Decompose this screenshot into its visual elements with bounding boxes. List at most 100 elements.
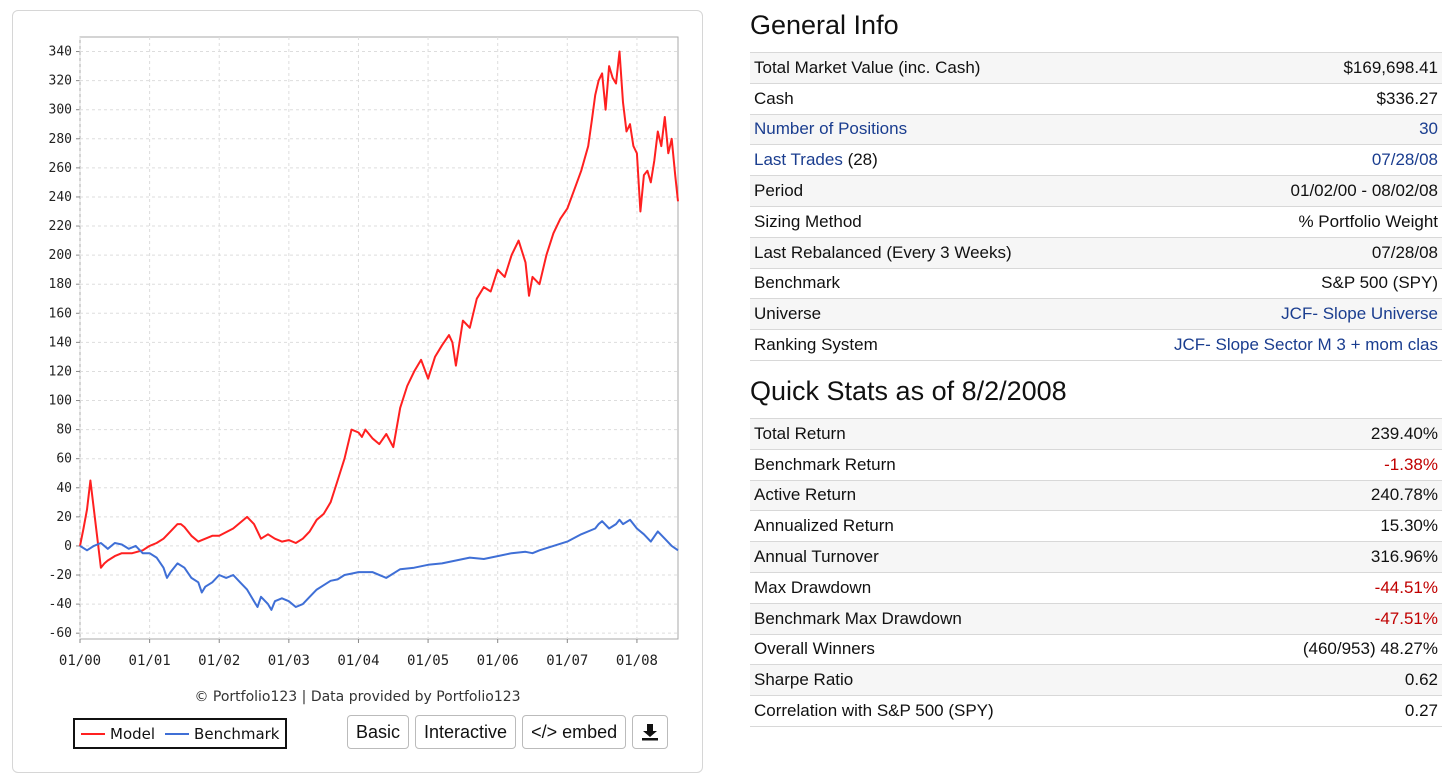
x-tick-label: 01/02 — [198, 653, 240, 669]
y-tick-label: 220 — [49, 219, 72, 234]
row-value: 240.78% — [1188, 480, 1442, 512]
row-value: S&P 500 (SPY) — [1091, 268, 1442, 300]
legend-swatch-model — [81, 732, 105, 735]
info-panel: General Info Total Market Value (inc. Ca… — [750, 8, 1442, 727]
row-label: Cash — [750, 83, 1092, 115]
x-tick-label: 01/04 — [337, 653, 379, 669]
row-label: Ranking System — [750, 329, 1092, 361]
row-value: -47.51% — [1188, 603, 1442, 635]
row-label: Period — [750, 175, 1092, 207]
y-tick-label: 320 — [49, 74, 72, 89]
table-row: Sharpe Ratio 0.62 — [750, 664, 1442, 697]
quick-stats-title: Quick Stats as of 8/2/2008 — [750, 375, 1067, 406]
series-line-model — [79, 50, 679, 569]
row-value: 239.40% — [1188, 418, 1442, 450]
x-tick-label: 01/05 — [407, 653, 449, 669]
legend-item-benchmark: Benchmark — [165, 725, 279, 743]
y-tick-label: 140 — [49, 335, 72, 350]
table-row: Sizing Method % Portfolio Weight — [750, 206, 1442, 238]
chart-button-row: Basic Interactive </> embed — [347, 715, 669, 749]
row-label: Annual Turnover — [750, 541, 1189, 573]
y-tick-label: 200 — [49, 248, 72, 263]
row-value: $169,698.41 — [1091, 52, 1442, 84]
performance-chart: 3403203002802602402202001801601401201008… — [49, 36, 679, 669]
row-value: $336.27 — [1091, 83, 1442, 115]
table-row: Cash $336.27 — [750, 83, 1442, 115]
x-tick-label: 01/08 — [616, 653, 658, 669]
chart-panel: 340 320 300 280 260 240 220 200 180 160 140 120 100 8… — [12, 10, 703, 773]
number-of-positions-link[interactable]: Number of Positions — [750, 114, 1092, 146]
table-row: Correlation with S&P 500 (SPY) 0.27 — [750, 695, 1442, 727]
x-tick-label: 01/03 — [268, 653, 310, 669]
ranking-system-link[interactable]: JCF- Slope Sector M 3 + mom clas — [1091, 329, 1442, 361]
row-value: -44.51% — [1188, 572, 1442, 604]
row-label: Last Trades (28) — [750, 144, 1092, 177]
table-row: Ranking System JCF- Slope Sector M 3 + m… — [750, 329, 1442, 361]
row-label: Active Return — [750, 480, 1189, 512]
y-tick-label: 0 — [64, 539, 72, 554]
series-line-benchmark — [79, 518, 679, 611]
embed-button[interactable]: </> embed — [522, 715, 627, 749]
row-label: Max Drawdown — [750, 572, 1189, 604]
y-tick-label: 20 — [56, 510, 72, 525]
y-tick-label: 240 — [49, 190, 72, 205]
table-row: Benchmark Return -1.38% — [750, 449, 1442, 481]
row-value: 0.27 — [1188, 695, 1442, 727]
row-label: Sizing Method — [750, 206, 1092, 238]
table-row: Period 01/02/00 - 08/02/08 — [750, 175, 1442, 207]
y-tick-label: -40 — [49, 597, 72, 612]
table-row: Universe JCF- Slope Universe — [750, 298, 1442, 331]
table-row: Active Return 240.78% — [750, 480, 1442, 512]
legend-swatch-benchmark — [165, 732, 190, 735]
chart-credit: © Portfolio123 | Data provided by Portfo… — [194, 689, 521, 705]
y-tick-label: 120 — [49, 364, 72, 379]
download-icon — [642, 724, 659, 741]
plot-area — [79, 36, 679, 640]
y-tick-label: 160 — [49, 306, 72, 321]
row-value: 01/02/00 - 08/02/08 — [1091, 175, 1442, 207]
last-trades-link[interactable]: Last Trades — [754, 150, 843, 170]
table-row: Last Trades (28) 07/28/08 — [750, 144, 1442, 177]
y-tick-label: 260 — [49, 161, 72, 176]
universe-link[interactable]: JCF- Slope Universe — [1091, 298, 1442, 331]
last-trades-count: (28) — [847, 150, 878, 170]
row-label: Benchmark Return — [750, 449, 1189, 481]
row-label: Benchmark — [750, 268, 1092, 300]
row-value: 15.30% — [1188, 510, 1442, 543]
row-value: -1.38% — [1188, 449, 1442, 481]
table-row: Annualized Return 15.30% — [750, 510, 1442, 543]
row-label: Universe — [750, 298, 1092, 331]
y-tick-label: 100 — [49, 394, 72, 409]
table-row: Max Drawdown -44.51% — [750, 572, 1442, 604]
table-row: Overall Winners (460/953) 48.27% — [750, 634, 1442, 666]
x-tick-label: 01/00 — [59, 653, 101, 669]
table-row: Benchmark S&P 500 (SPY) — [750, 268, 1442, 300]
row-label: Sharpe Ratio — [750, 664, 1189, 697]
x-tick-label: 01/07 — [546, 653, 588, 669]
y-tick-label: 80 — [56, 423, 72, 438]
row-value: (460/953) 48.27% — [1188, 634, 1442, 666]
download-button[interactable] — [632, 715, 669, 749]
interactive-button[interactable]: Interactive — [415, 715, 517, 749]
row-label: Total Return — [750, 418, 1189, 450]
legend-item-model: Model — [81, 725, 155, 743]
row-label: Total Market Value (inc. Cash) — [750, 52, 1092, 84]
row-label: Overall Winners — [750, 634, 1189, 666]
legend-label-benchmark: Benchmark — [194, 724, 280, 743]
general-info-title: General Info — [750, 10, 899, 40]
row-label: Annualized Return — [750, 510, 1189, 543]
basic-button[interactable]: Basic — [347, 715, 410, 749]
y-tick-label: -60 — [49, 626, 72, 641]
general-info-table: Total Market Value (inc. Cash) $169,698.… — [750, 52, 1442, 361]
table-row: Annual Turnover 316.96% — [750, 541, 1442, 573]
row-value: 0.62 — [1188, 664, 1442, 697]
chart-legend: Model Benchmark — [73, 718, 288, 749]
row-value: % Portfolio Weight — [1091, 206, 1442, 238]
table-row: Number of Positions 30 — [750, 114, 1442, 146]
row-label: Correlation with S&P 500 (SPY) — [750, 695, 1189, 727]
y-tick-label: 340 — [49, 45, 72, 60]
last-trades-date-link[interactable]: 07/28/08 — [1091, 144, 1442, 177]
y-tick-label: 180 — [49, 277, 72, 292]
y-tick-label: 280 — [49, 132, 72, 147]
positions-count-link[interactable]: 30 — [1091, 114, 1442, 146]
